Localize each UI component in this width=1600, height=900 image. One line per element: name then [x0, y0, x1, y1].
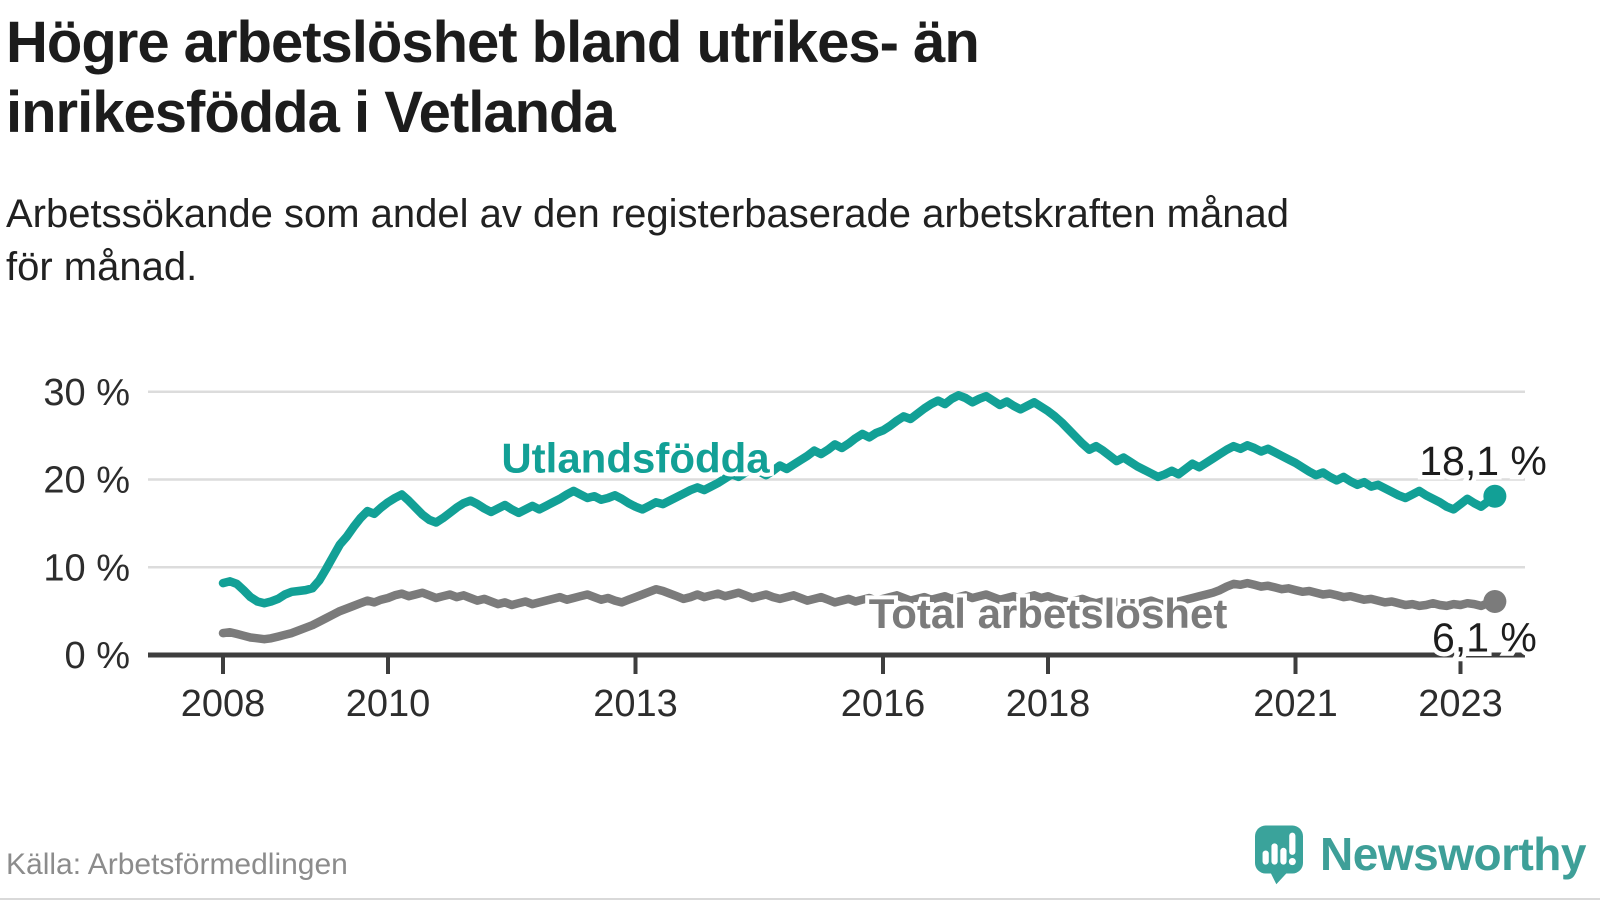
x-axis-label: 2023: [1418, 683, 1503, 725]
chart-subtitle: Arbetssökande som andel av den registerb…: [6, 188, 1586, 294]
subtitle-line-2: för månad.: [6, 244, 198, 289]
title-line-1: Högre arbetslöshet bland utrikes- än: [6, 10, 980, 75]
y-axis-label: 20 %: [43, 460, 130, 502]
y-axis-label: 30 %: [43, 372, 130, 414]
series-value-label-total-arbetsloshet: 6,1 %: [1432, 614, 1537, 660]
x-axis-label: 2016: [841, 683, 926, 725]
newsworthy-logo: Newsworthy: [1252, 822, 1586, 886]
y-axis-label: 10 %: [43, 547, 130, 589]
series-value-label-utlandsfodda: 18,1 %: [1419, 438, 1547, 484]
x-axis-label: 2008: [181, 683, 266, 725]
newsworthy-wordmark: Newsworthy: [1320, 828, 1586, 880]
x-axis-label: 2013: [593, 683, 678, 725]
series-name-label-utlandsfodda: Utlandsfödda: [501, 434, 770, 481]
y-axis-label: 0 %: [65, 635, 130, 677]
x-axis-label: 2010: [346, 683, 431, 725]
page-title: Högre arbetslöshet bland utrikes- än inr…: [6, 8, 1586, 148]
source-note: Källa: Arbetsförmedlingen: [6, 848, 348, 881]
series-name-label-total-arbetsloshet: Total arbetslöshet: [869, 590, 1228, 637]
title-line-2: inrikesfödda i Vetlanda: [6, 80, 616, 146]
x-axis-label: 2018: [1006, 683, 1091, 725]
newsworthy-speech-bubble-chart-icon: [1255, 825, 1304, 885]
x-axis-label: 2021: [1253, 683, 1338, 725]
subtitle-line-1: Arbetssökande som andel av den registerb…: [6, 192, 1289, 236]
series-line-utlandsfodda: [218, 391, 1500, 608]
series-endpoint-dot-utlandsfodda: [1483, 484, 1507, 508]
series-line-total-arbetsloshet: [218, 578, 1500, 644]
series-endpoint-dot-total-arbetsloshet: [1483, 589, 1507, 613]
